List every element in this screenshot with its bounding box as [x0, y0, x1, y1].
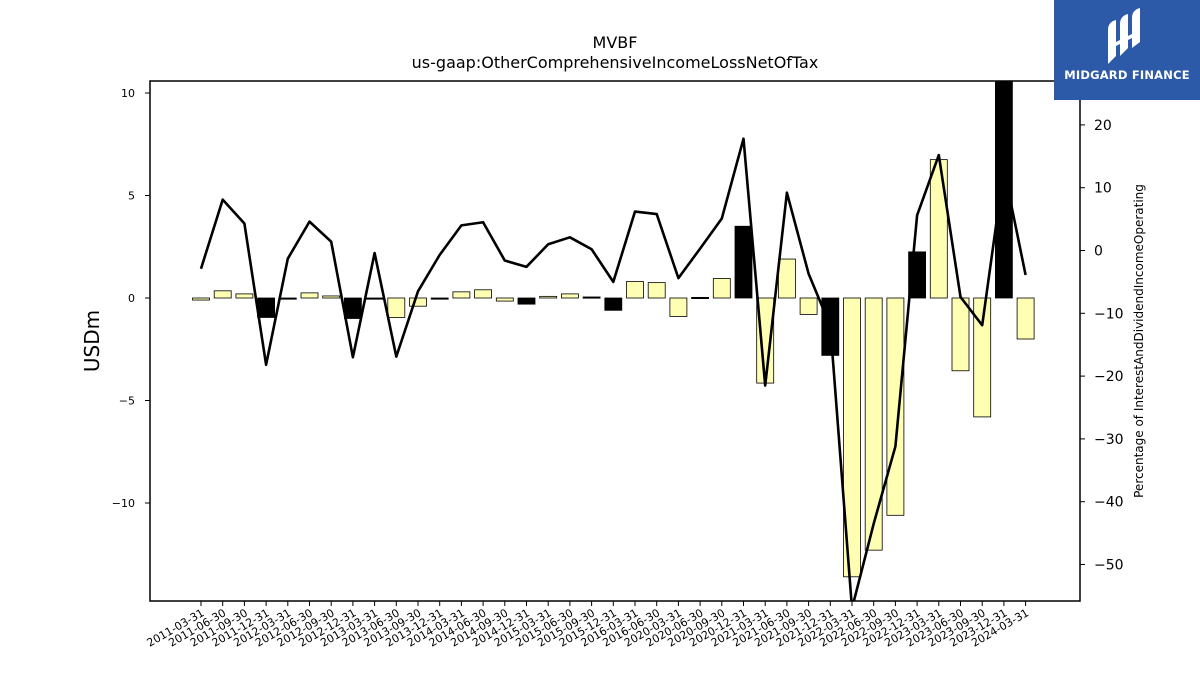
y2-tick-label: 10	[1094, 181, 1112, 197]
bar-2016-03-31	[626, 281, 644, 299]
line-series	[199, 137, 1027, 601]
bar-2021-06-30	[778, 258, 796, 299]
bar-2023-12-31	[995, 81, 1013, 299]
bar-2015-12-31	[604, 297, 623, 311]
bar-2014-12-31	[517, 297, 536, 305]
logo-text: MIDGARD FINANCE	[1064, 68, 1190, 82]
bar-2014-09-30	[495, 297, 514, 302]
bar-2021-09-30	[799, 297, 818, 315]
bar-2022-09-30	[886, 297, 905, 516]
y2-tick-label: 20	[1094, 118, 1112, 134]
bar-2012-12-31	[343, 297, 362, 319]
y2-tick-label: −10	[1094, 306, 1124, 322]
bar-2024-03-31	[1016, 297, 1035, 340]
bar-2020-06-30	[691, 296, 709, 299]
bar-2013-03-31	[365, 297, 384, 300]
bar-2016-06-30	[647, 282, 666, 299]
y2-tick-label: 0	[1094, 244, 1103, 260]
bar-2015-03-31	[539, 295, 558, 299]
y2-tick-label: −50	[1094, 558, 1124, 574]
bar-2012-06-30	[300, 292, 319, 299]
bar-2012-09-30	[322, 295, 341, 299]
y2-tick-label: −40	[1094, 495, 1124, 511]
y-tick-label: −10	[112, 497, 135, 510]
brand-logo: MIDGARD FINANCE	[1054, 0, 1200, 100]
bar-2023-06-30	[951, 297, 970, 372]
bar-2015-09-30	[582, 296, 601, 299]
bar-2023-03-31	[929, 159, 948, 299]
chart-subtitle: us-gaap:OtherComprehensiveIncomeLossNetO…	[412, 53, 819, 72]
bar-2013-12-31	[430, 297, 449, 300]
chart-title: MVBF	[593, 33, 638, 52]
y-tick-label: −5	[119, 395, 135, 408]
plot-content	[192, 81, 1035, 601]
bar-2014-03-31	[452, 291, 471, 299]
bar-2023-09-30	[973, 297, 992, 418]
bar-2012-03-31	[278, 297, 297, 300]
bar-2013-06-30	[387, 297, 406, 318]
y2-tick-label: −20	[1094, 369, 1124, 385]
y2-axis-label: Percentage of InterestAndDividendIncomeO…	[1132, 184, 1146, 498]
bar-2020-03-31	[669, 297, 688, 317]
bar-2020-12-31	[734, 225, 753, 299]
bar-2015-06-30	[561, 293, 579, 299]
y2-tick-label: −30	[1094, 432, 1124, 448]
plot-area: −10−50510−50−40−30−20−10010202011-03-312…	[112, 80, 1124, 650]
bar-2011-12-31	[257, 297, 276, 318]
y-tick-label: 0	[128, 292, 135, 305]
y-tick-label: 10	[121, 87, 135, 100]
y-axis-label: USDm	[80, 310, 104, 372]
bar-2013-09-30	[409, 297, 427, 307]
bar-2011-03-31	[192, 297, 210, 301]
plot-frame	[149, 80, 1081, 602]
bar-2022-03-31	[843, 297, 861, 578]
bar-2011-09-30	[235, 293, 254, 299]
bar-2014-06-30	[474, 289, 493, 299]
midgard-logo-icon	[1108, 8, 1140, 64]
y-tick-label: 5	[128, 190, 135, 203]
bar-2011-06-30	[213, 290, 232, 299]
bar-2020-09-30	[712, 278, 731, 299]
bar-2022-06-30	[864, 297, 883, 551]
